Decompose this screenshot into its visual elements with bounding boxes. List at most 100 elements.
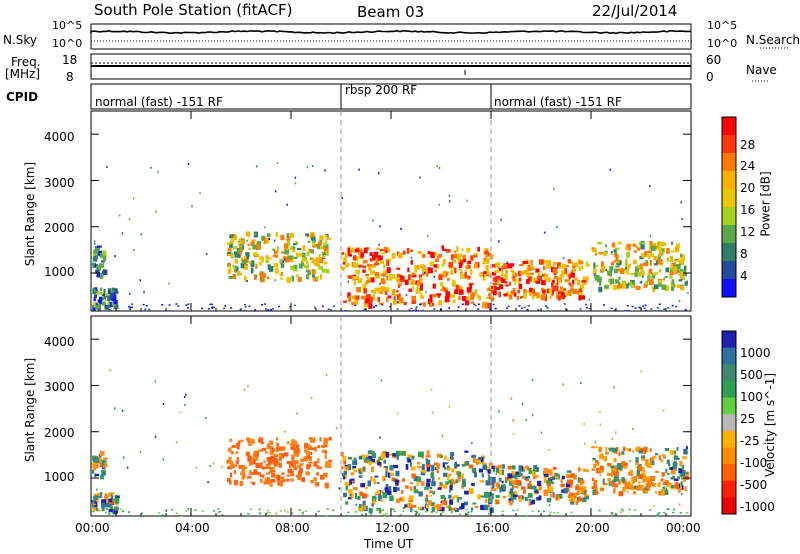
velocity-echo-cell: [420, 451, 424, 457]
power-echo-cell: [487, 302, 491, 309]
power-ground-point: [546, 306, 549, 309]
velocity-ground-point: [414, 510, 417, 513]
velocity-echo-cell: [437, 477, 440, 480]
velocity-echo-cell: [624, 482, 629, 487]
power-scatter-point: [448, 306, 450, 309]
velocity-echo-cell: [649, 457, 655, 463]
power-echo-cell: [275, 231, 278, 238]
power-echo-cell: [552, 269, 558, 274]
power-echo-cell: [115, 290, 119, 294]
xtick-4: 16:00: [475, 521, 510, 535]
velocity-ground-point: [516, 509, 519, 511]
velocity-echo-cell: [578, 468, 582, 471]
velocity-echo-cell: [419, 506, 425, 511]
velocity-echo-cell: [92, 457, 97, 461]
power-echo-cell: [539, 259, 544, 265]
velocity-ground-point: [656, 514, 658, 517]
power-ground-point: [563, 303, 566, 305]
power-ground-point: [674, 306, 677, 308]
velocity-ground-point: [247, 513, 250, 515]
velocity-echo-cell: [396, 455, 399, 460]
power-echo-cell: [272, 248, 276, 251]
power-echo-cell: [315, 263, 320, 267]
velocity-scatter-point: [243, 388, 246, 391]
power-echo-cell: [101, 252, 107, 259]
velocity-echo-cell: [489, 507, 494, 514]
power-echo-cell: [362, 260, 368, 264]
power-echo-cell: [445, 287, 449, 290]
power-echo-cell: [481, 303, 484, 309]
velocity-echo-cell: [650, 482, 654, 485]
velocity-echo-cell: [323, 444, 328, 448]
velocity-echo-cell: [448, 473, 452, 477]
power-echo-cell: [398, 283, 402, 286]
power-echo-cell: [369, 270, 375, 275]
power-echo-cell: [504, 281, 508, 284]
power-echo-cell: [609, 266, 614, 272]
velocity-echo-cell: [358, 475, 363, 478]
power-echo-cell: [510, 269, 515, 273]
power-echo-cell: [614, 268, 618, 274]
velocity-echo-cell: [248, 461, 253, 466]
velocity-ground-point: [378, 512, 381, 514]
power-echo-cell: [614, 247, 620, 250]
power-colorbar-frame: [721, 116, 737, 298]
velocity-echo-cell: [93, 464, 97, 471]
velocity-echo-cell: [488, 501, 493, 505]
velocity-echo-cell: [495, 500, 500, 505]
velocity-scatter-point: [126, 466, 129, 469]
velocity-echo-cell: [417, 466, 422, 469]
power-echo-cell: [265, 260, 270, 264]
power-scatter-point: [199, 192, 201, 195]
velocity-scatter-point: [209, 465, 212, 468]
velocity-echo-cell: [487, 504, 490, 508]
velocity-scatter-point: [185, 393, 187, 396]
velocity-echo-cell: [272, 447, 275, 452]
velocity-echo-cell: [396, 487, 400, 491]
power-echo-cell: [247, 243, 250, 247]
velocity-echo-cell: [363, 505, 366, 510]
power-echo-cell: [452, 279, 456, 286]
power-echo-cell: [616, 268, 620, 272]
power-echo-cell: [318, 266, 323, 270]
velocity-echo-cell: [614, 472, 619, 479]
power-echo-cell: [315, 276, 319, 280]
velocity-ground-point: [549, 511, 552, 514]
power-ground-point: [656, 307, 659, 309]
power-echo-cell: [661, 284, 667, 290]
velocity-echo-cell: [366, 454, 369, 459]
velocity-echo-cell: [266, 481, 270, 485]
velocity-echo-cell: [447, 458, 450, 461]
power-echo-cell: [594, 249, 598, 256]
power-echo-cell: [381, 252, 386, 255]
velocity-scatter-point: [498, 410, 500, 413]
velocity-echo-cell: [528, 468, 532, 474]
power-echo-cell: [365, 294, 371, 299]
velocity-echo-cell: [673, 462, 678, 469]
velocity-echo-cell: [347, 456, 353, 460]
velocity-echo-cell: [610, 468, 616, 474]
velocity-ground-point: [291, 512, 294, 514]
power-echo-cell: [497, 279, 501, 286]
velocity-echo-cell: [551, 476, 556, 481]
power-echo-cell: [252, 244, 257, 250]
power-ground-point: [243, 309, 246, 312]
velocity-echo-cell: [678, 468, 683, 474]
velocity-echo-cell: [377, 462, 382, 466]
velocity-echo-cell: [478, 468, 484, 473]
power-echo-cell: [277, 246, 280, 251]
power-echo-cell: [607, 270, 612, 276]
power-echo-cell: [461, 248, 464, 252]
velocity-echo-cell: [270, 467, 275, 472]
velocity-echo-cell: [286, 474, 290, 477]
velocity-echo-cell: [569, 492, 574, 496]
velocity-echo-cell: [636, 469, 640, 476]
power-echo-cell: [319, 257, 324, 263]
velocity-echo-cell: [524, 476, 529, 481]
power-echo-cell: [363, 301, 369, 307]
power-scatter-point: [191, 205, 193, 208]
velocity-scatter-point: [510, 397, 513, 400]
power-echo-cell: [546, 274, 549, 278]
power-scatter-point: [311, 165, 314, 167]
power-echo-cell: [286, 258, 291, 263]
